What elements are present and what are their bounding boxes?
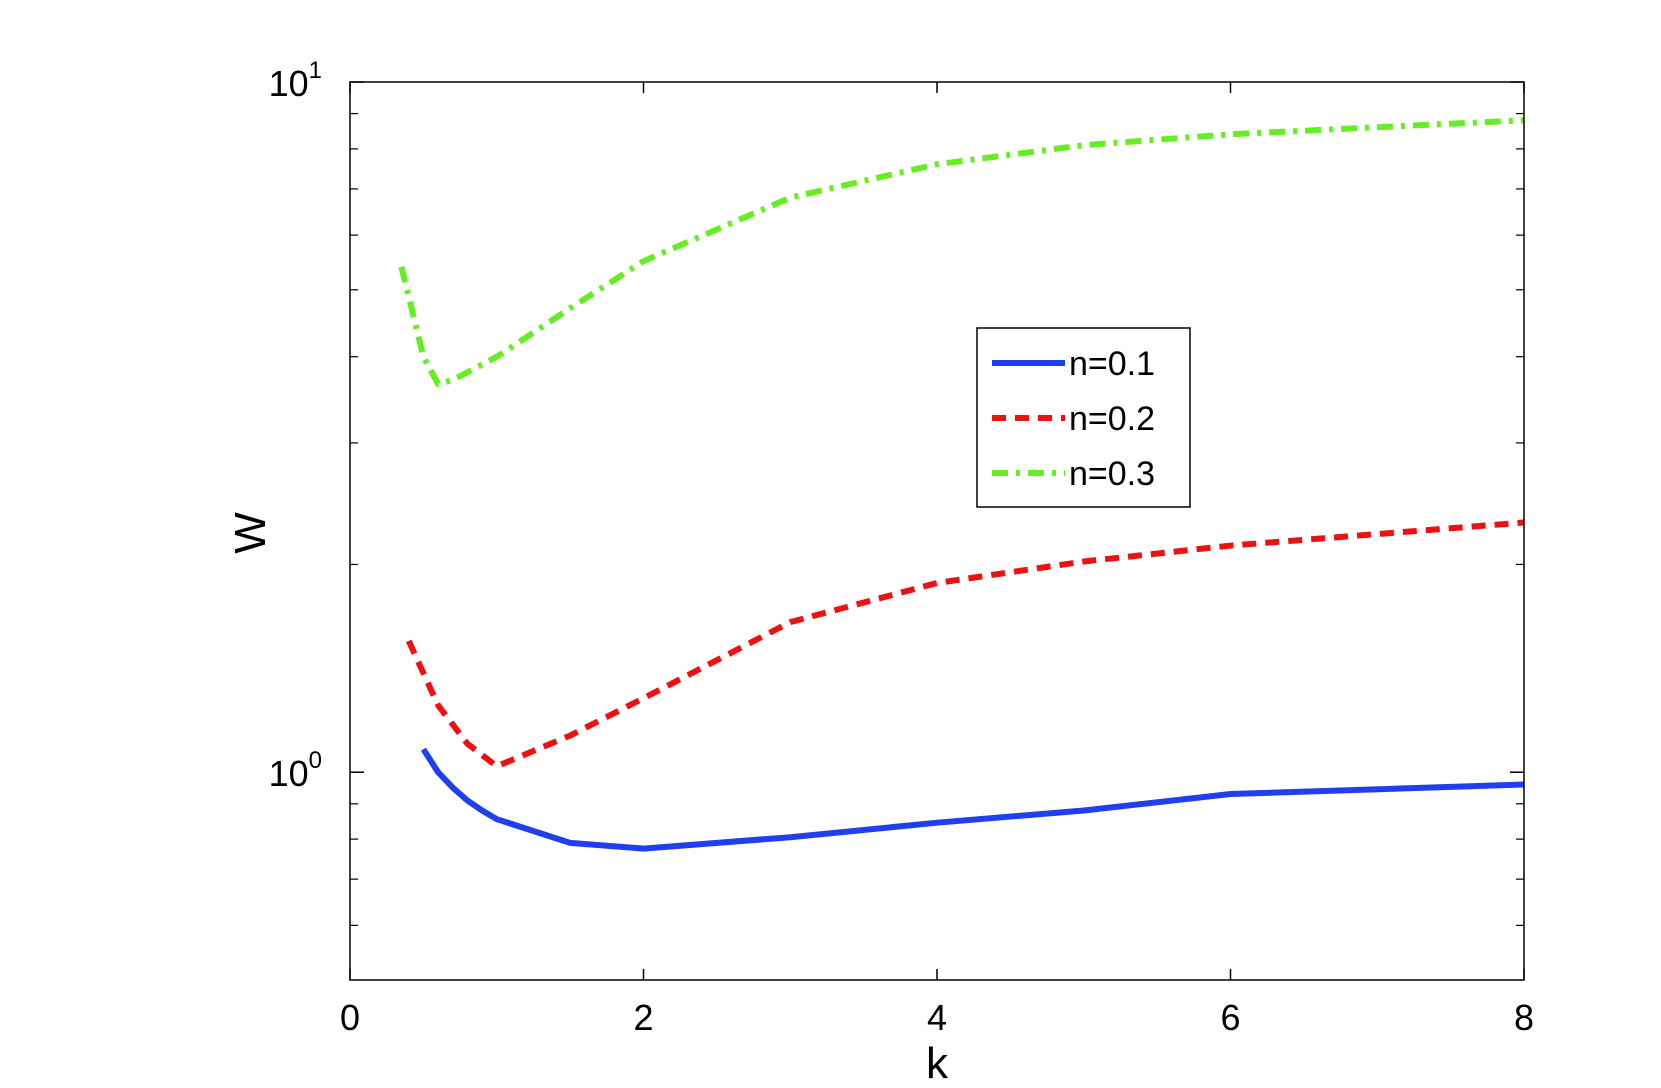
- series-lines: [398, 117, 1524, 852]
- y-tick-label: 100: [269, 747, 322, 794]
- plot-background: [350, 82, 1524, 980]
- legend-label-1: n=0.1: [1069, 345, 1155, 383]
- x-tick-label: 0: [340, 997, 360, 1038]
- x-tick-label: 2: [633, 997, 653, 1038]
- series-line-3: [398, 117, 1524, 388]
- x-tick-label: 4: [927, 997, 947, 1038]
- plot-area: [350, 82, 1524, 980]
- legend-label-2: n=0.2: [1069, 400, 1155, 438]
- x-tick-label: 8: [1514, 997, 1534, 1038]
- y-axis-label: W: [226, 512, 275, 554]
- series-line-2: [405, 519, 1524, 770]
- legend-label-3: n=0.3: [1069, 455, 1155, 493]
- x-tick-label: 6: [1220, 997, 1240, 1038]
- y-tick-label: 101: [269, 57, 322, 104]
- legend-box: [976, 327, 1191, 508]
- x-axis-label: k: [926, 1039, 949, 1088]
- series-line-1: [420, 747, 1524, 852]
- legend: n=0.1 n=0.2 n=0.3: [976, 327, 1191, 508]
- axes: 0 2 4 6 8 100 101 k W: [226, 57, 1534, 1088]
